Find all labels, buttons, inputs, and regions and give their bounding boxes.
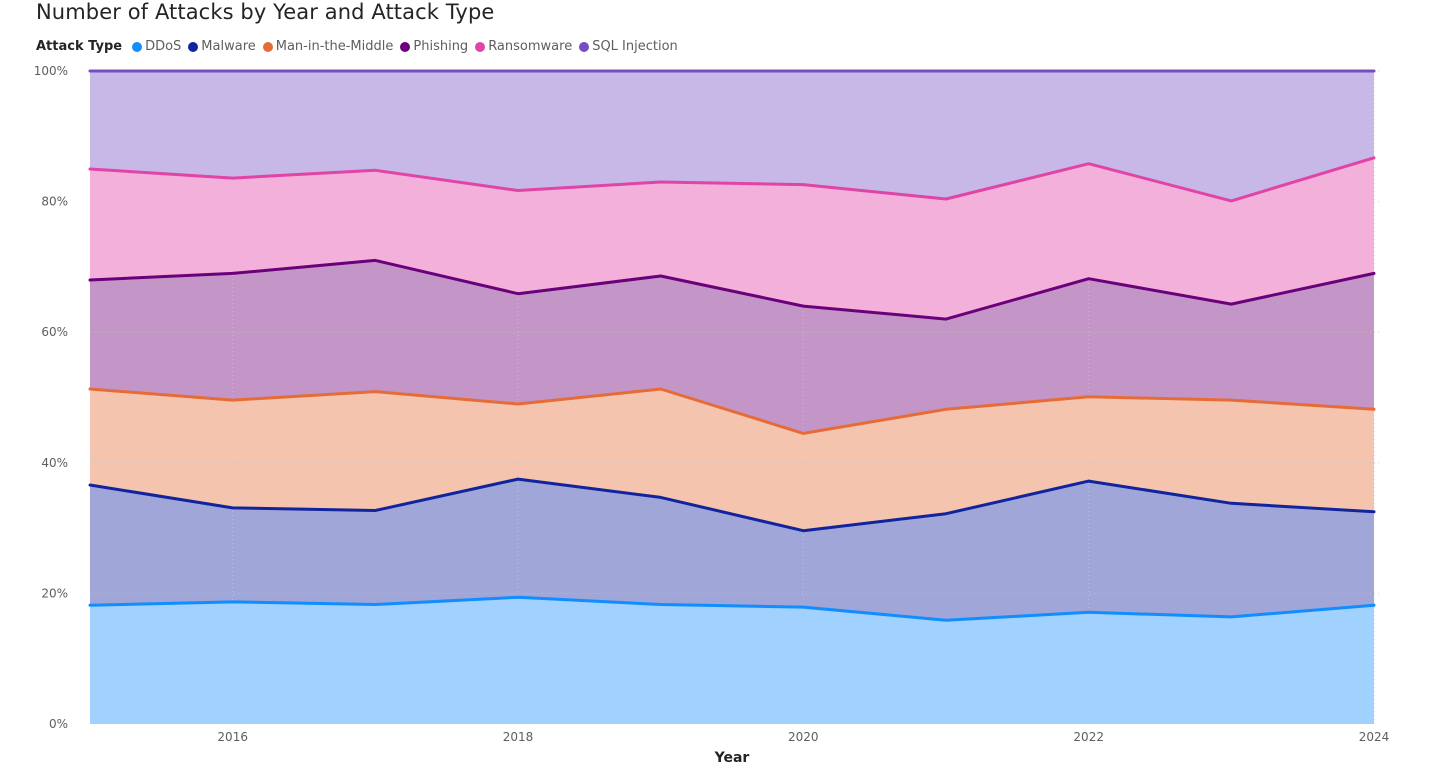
legend-item-malware[interactable]: Malware	[188, 39, 256, 54]
legend-marker	[188, 41, 199, 52]
y-tick-label: 80%	[41, 195, 68, 209]
y-tick-label: 60%	[41, 325, 68, 339]
x-tick-label: 2016	[217, 730, 248, 744]
legend-label: SQL Injection	[592, 39, 678, 54]
y-tick-label: 0%	[49, 717, 68, 731]
area-ddos[interactable]	[90, 597, 1374, 724]
area-phishing[interactable]	[90, 260, 1374, 434]
y-tick-label: 40%	[41, 456, 68, 470]
legend-item-ddos[interactable]: DDoS	[132, 39, 181, 54]
legend-title: Attack Type	[36, 39, 123, 54]
line-ransomware[interactable]	[88, 156, 1376, 203]
y-tick-label: 100%	[34, 64, 68, 78]
x-tick-label: 2022	[1073, 730, 1104, 744]
legend: Attack Type DDoS Malware Man-in-the-Middle…	[36, 39, 685, 54]
legend-label: Malware	[201, 39, 256, 54]
line-phishing[interactable]	[88, 258, 1376, 321]
line-man-in-the-middle[interactable]	[88, 387, 1376, 435]
area-malware[interactable]	[90, 479, 1374, 621]
chart-title: Number of Attacks by Year and Attack Typ…	[36, 0, 495, 24]
legend-item-phishing[interactable]: Phishing	[400, 39, 468, 54]
x-axis: 2016 2018 2020 2022 2024	[217, 730, 1389, 744]
areas-layer	[90, 71, 1374, 724]
area-man-in-the-middle[interactable]	[90, 389, 1374, 531]
legend-label: Phishing	[413, 39, 469, 54]
line-ddos[interactable]	[88, 595, 1376, 622]
legend-label: Man-in-the-Middle	[275, 39, 394, 54]
x-axis-title: Year	[714, 750, 750, 766]
legend-label: DDoS	[145, 39, 182, 54]
legend-item-ransomware[interactable]: Ransomware	[475, 39, 572, 54]
x-tick-label: 2020	[788, 730, 819, 744]
legend-marker	[400, 41, 411, 52]
legend-item-sql-injection[interactable]: SQL Injection	[579, 39, 678, 54]
series-lines-layer	[88, 69, 1376, 622]
line-malware[interactable]	[88, 477, 1376, 533]
y-tick-label: 20%	[41, 586, 68, 600]
x-tick-label: 2018	[503, 730, 534, 744]
legend-marker	[475, 41, 486, 52]
area-ransomware[interactable]	[90, 157, 1374, 320]
legend-label: Ransomware	[488, 39, 573, 54]
y-axis: 0% 20% 40% 60% 80% 100%	[34, 64, 68, 731]
x-tick-label: 2024	[1359, 730, 1390, 744]
legend-marker	[579, 41, 590, 52]
legend-marker	[132, 41, 143, 52]
area-sql-injection[interactable]	[90, 71, 1374, 201]
legend-marker	[262, 41, 273, 52]
legend-item-man-in-the-middle[interactable]: Man-in-the-Middle	[262, 39, 394, 54]
